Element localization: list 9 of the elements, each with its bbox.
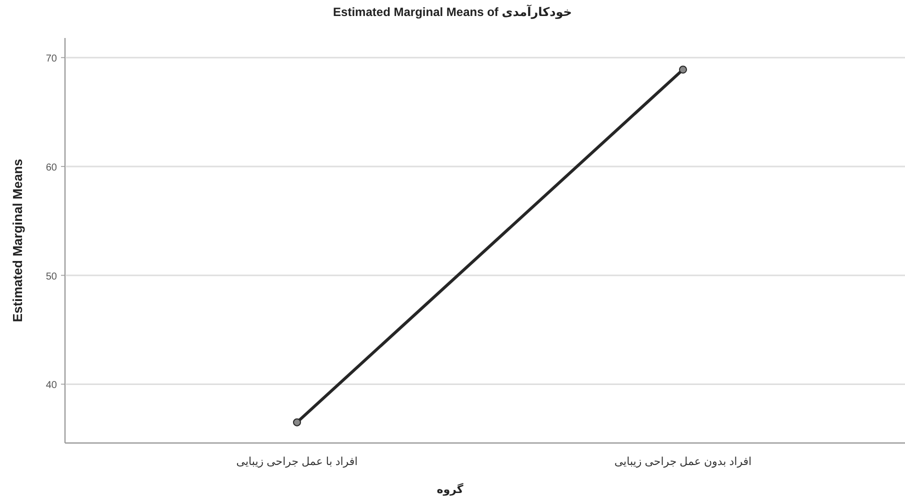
y-tick-label: 40 (46, 380, 58, 392)
x-tick-label: افراد بدون عمل جراحی زیبایی (614, 456, 752, 468)
x-tick-label: افراد با عمل جراحی زیبایی (236, 456, 358, 468)
y-axis-title: Estimated Marginal Means (10, 158, 25, 322)
y-tick-label: 70 (46, 54, 58, 65)
y-tick-label: 60 (46, 162, 58, 174)
y-tick-label: 50 (46, 271, 58, 282)
chart-title: Estimated Marginal Means of خودکارآمدی (333, 4, 572, 19)
x-axis-title: گروه (436, 483, 464, 496)
